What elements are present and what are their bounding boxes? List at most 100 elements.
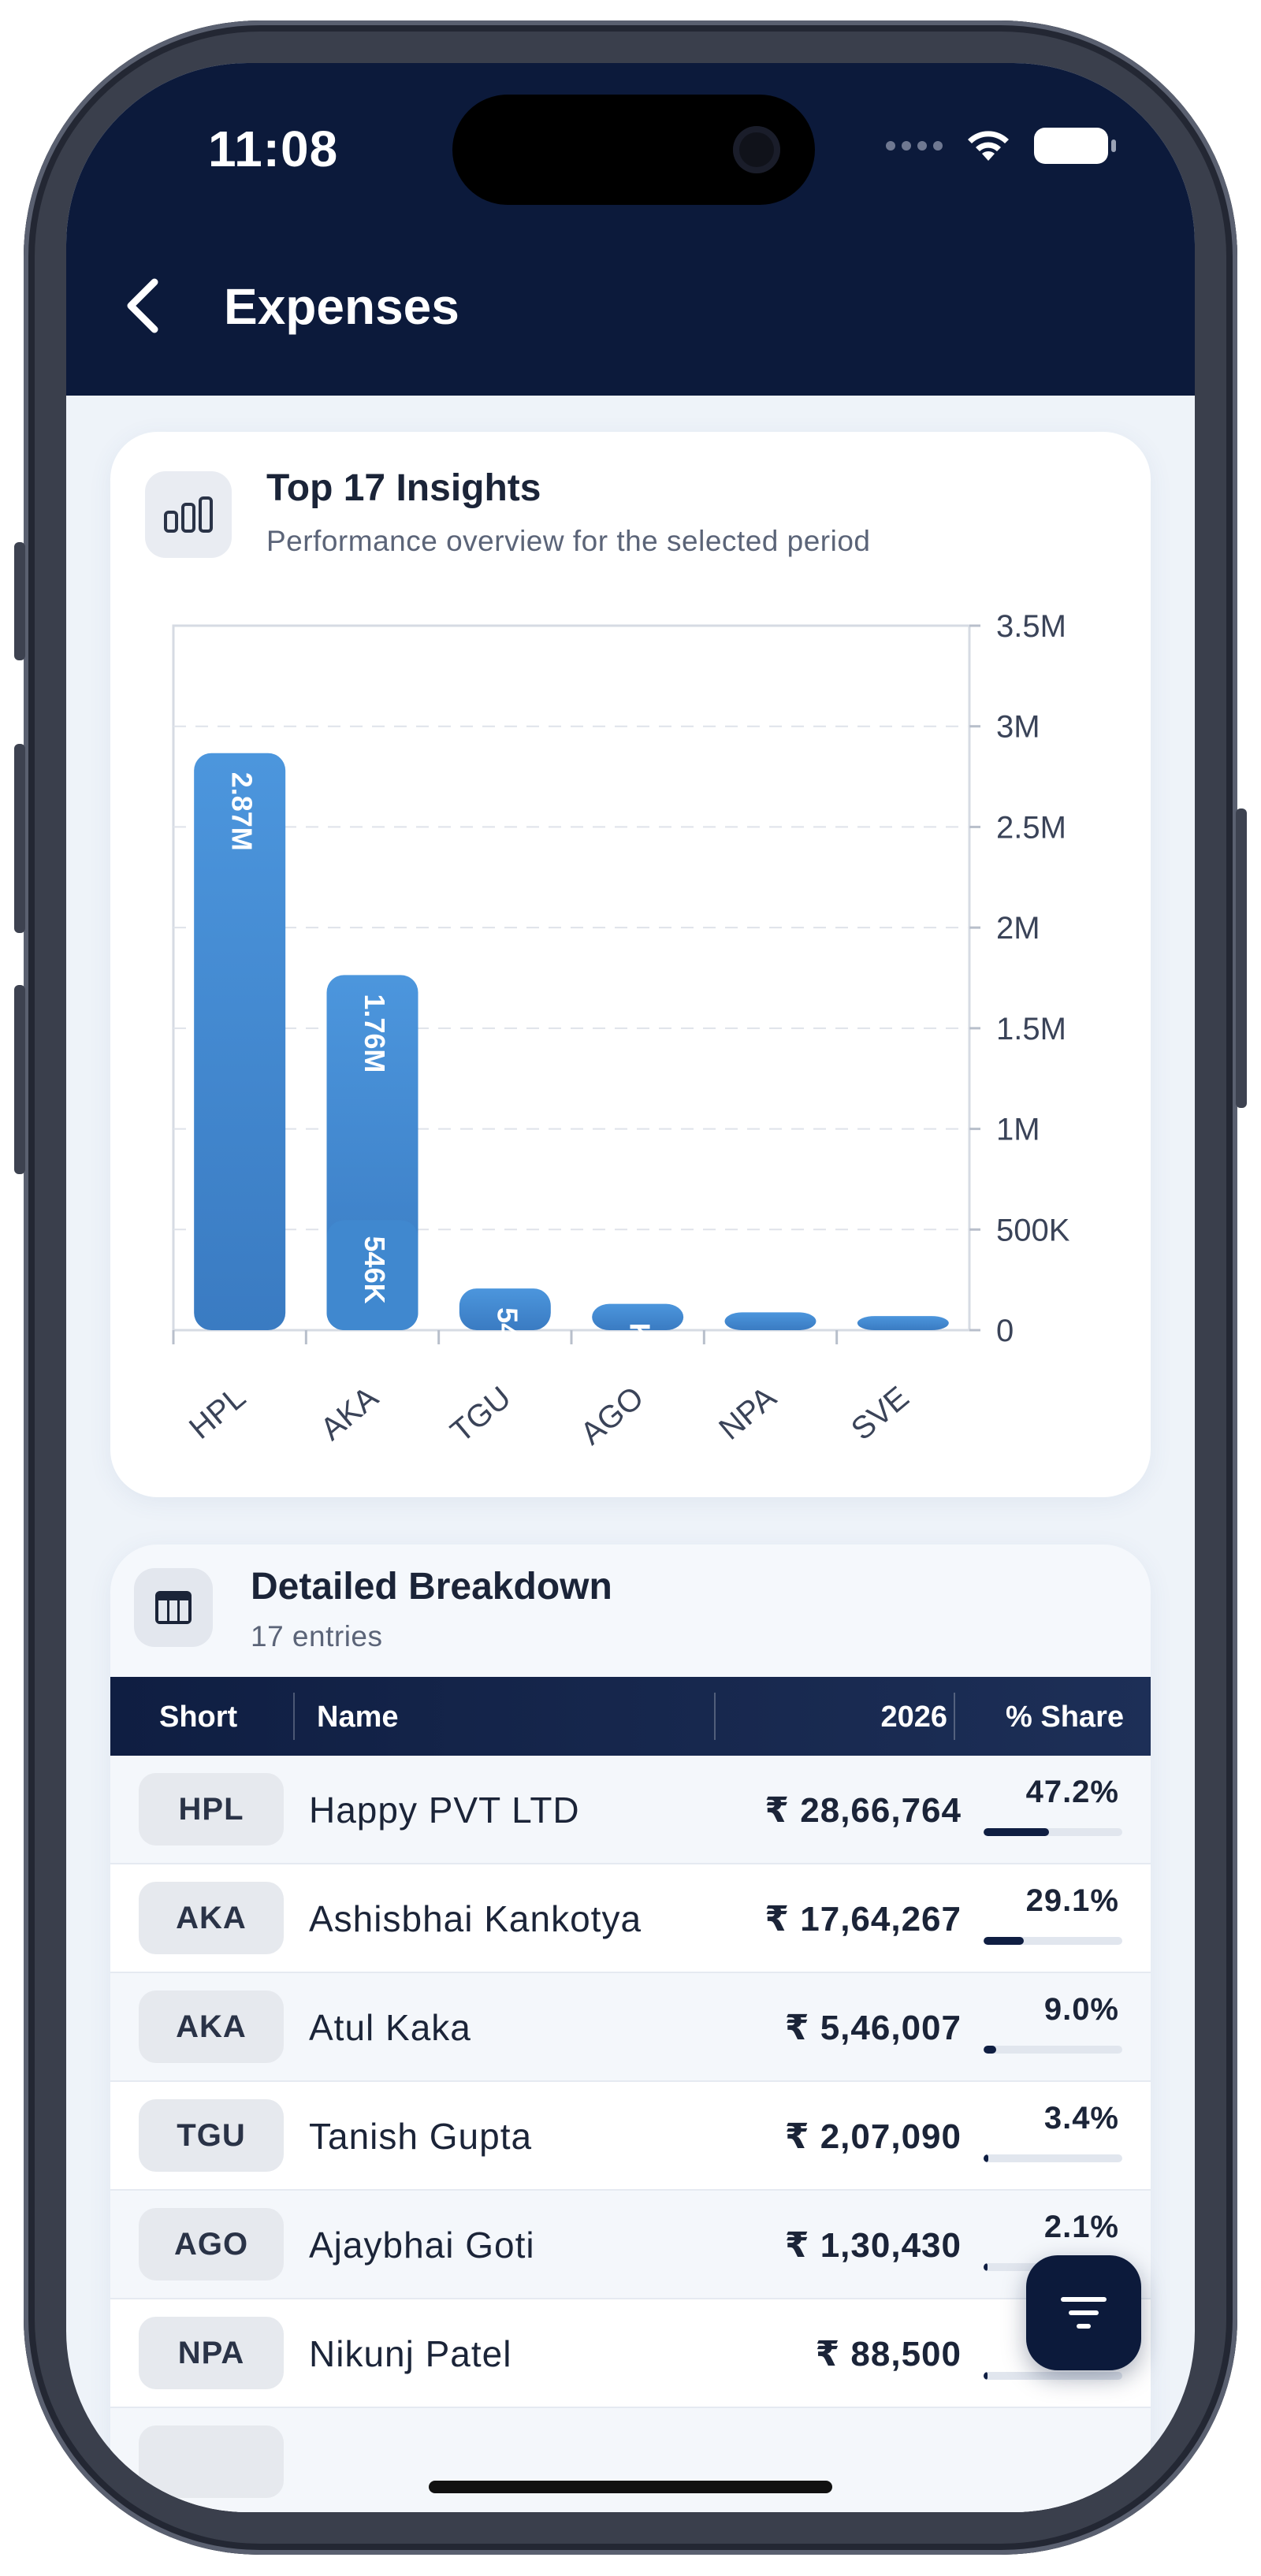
bar: [194, 753, 286, 1330]
x-tick-label: HPL: [183, 1380, 252, 1446]
cellular-signal-icon: [886, 141, 943, 151]
x-tick-label: AGO: [575, 1380, 650, 1452]
breakdown-subtitle: 17 entries: [251, 1620, 383, 1652]
row-amount: ₹ 2,07,090: [784, 2117, 962, 2156]
column-divider: [293, 1693, 295, 1740]
column-divider: [954, 1693, 955, 1740]
x-tick-label: SVE: [845, 1380, 916, 1447]
insights-card: Top 17 Insights Performance overview for…: [110, 432, 1151, 1497]
column-header-year[interactable]: 2026: [880, 1701, 947, 1734]
status-icons: [886, 128, 1116, 164]
short-code-badge: TGU: [139, 2099, 284, 2172]
dynamic-island: [452, 95, 815, 205]
short-code-badge: [139, 2425, 284, 2498]
row-amount: ₹ 88,500: [815, 2335, 962, 2373]
bar-data-label: K: [624, 1323, 657, 1344]
table-row[interactable]: HPL Happy PVT LTD ₹ 28,66,764 47.2%: [110, 1756, 1151, 1864]
home-indicator: [429, 2481, 832, 2493]
table-header: Short Name 2026 % Share: [110, 1677, 1151, 1756]
table-icon: [155, 1591, 192, 1624]
bar: [724, 1312, 816, 1330]
camera-icon: [733, 126, 780, 173]
plot-frame: [172, 624, 971, 1332]
share-progress-fill: [984, 2263, 988, 2271]
bar-segment: [326, 1220, 418, 1330]
x-tick-label: TGU: [445, 1380, 518, 1449]
y-tick-label: 3M: [996, 710, 1040, 745]
short-code-badge: HPL: [139, 1773, 284, 1846]
silent-switch: [14, 542, 25, 660]
y-tick-label: 500K: [996, 1213, 1070, 1247]
row-name: Atul Kaka: [309, 2007, 471, 2048]
table-row[interactable]: AKA Atul Kaka ₹ 5,46,007 9.0%: [110, 1973, 1151, 2082]
short-code-badge: AKA: [139, 1991, 284, 2063]
row-name: Tanish Gupta: [309, 2116, 533, 2157]
bar: [459, 1288, 551, 1330]
bar-chart: 0 500K 1M 1.5M 2M 2.5M 3M 3.5M HPL AKA TGU AGO NPA SV…: [172, 609, 1070, 1452]
table-row[interactable]: NPA Nikunj Patel ₹ 88,500: [110, 2299, 1151, 2408]
filter-icon: [1061, 2297, 1107, 2329]
share-progress-fill: [984, 2154, 988, 2162]
row-share: 2.1%: [1043, 2210, 1119, 2244]
volume-up-button: [14, 744, 25, 933]
chevron-left-icon[interactable]: [113, 274, 177, 337]
page-title: Expenses: [224, 278, 459, 335]
row-amount: ₹ 5,46,007: [784, 2009, 962, 2047]
insights-title: Top 17 Insights: [266, 467, 541, 509]
row-amount: ₹ 17,64,267: [764, 1900, 962, 1939]
breakdown-title: Detailed Breakdown: [251, 1566, 612, 1608]
row-name: Happy PVT LTD: [309, 1790, 580, 1831]
table-row[interactable]: AKA Ashisbhai Kankotya ₹ 17,64,267 29.1%: [110, 1864, 1151, 1973]
insights-subtitle: Performance overview for the selected pe…: [266, 525, 871, 557]
bar-data-label: 1.76M: [359, 994, 391, 1072]
column-header-share[interactable]: % Share: [1006, 1701, 1124, 1734]
app-header: 11:08 Expenses: [66, 63, 1195, 396]
filter-fab-button[interactable]: [1026, 2255, 1141, 2370]
phone-screen: 11:08 Expenses T: [66, 63, 1195, 2512]
status-time: 11:08: [208, 121, 339, 177]
y-tick-label: 1M: [996, 1113, 1040, 1147]
short-code-badge: NPA: [139, 2317, 284, 2389]
y-tick-label: 2M: [996, 911, 1040, 946]
share-progress-fill: [984, 1937, 1025, 1945]
y-tick-label: 1.5M: [996, 1012, 1066, 1046]
row-amount: ₹ 28,66,764: [764, 1791, 962, 1830]
insights-icon-box: [145, 471, 232, 558]
wifi-icon: [968, 131, 1009, 161]
table-row[interactable]: AGO Ajaybhai Goti ₹ 1,30,430 2.1%: [110, 2191, 1151, 2299]
y-tick-label: 0: [996, 1314, 1014, 1348]
share-progress-fill: [984, 1828, 1050, 1836]
breakdown-rows: HPL Happy PVT LTD ₹ 28,66,764 47.2% AKA …: [110, 1756, 1151, 2512]
bar-chart-icon: [164, 496, 213, 533]
bar-data-label: 2.87M: [226, 772, 259, 851]
bar-data-label: K: [757, 1331, 789, 1351]
row-name: Nikunj Patel: [309, 2333, 512, 2374]
x-tick-label: AKA: [314, 1380, 385, 1447]
row-name: Ashisbhai Kankotya: [309, 1898, 642, 1939]
table-row[interactable]: TGU Tanish Gupta ₹ 2,07,090 3.4%: [110, 2082, 1151, 2191]
row-share: 3.4%: [1043, 2101, 1119, 2136]
share-progress-bar: [984, 1828, 1122, 1836]
row-share: 47.2%: [1025, 1775, 1119, 1809]
row-share: 29.1%: [1025, 1883, 1119, 1918]
breakdown-icon-box: [134, 1568, 213, 1647]
y-tick-label: 3.5M: [996, 609, 1066, 644]
table-row-partial[interactable]: [110, 2408, 1151, 2512]
column-header-name[interactable]: Name: [317, 1701, 399, 1734]
y-tick-label: 2.5M: [996, 810, 1066, 845]
row-amount: ₹ 1,30,430: [784, 2226, 962, 2265]
short-code-badge: AGO: [139, 2208, 284, 2280]
row-share: 9.0%: [1043, 1992, 1119, 2027]
column-divider: [714, 1693, 716, 1740]
share-progress-bar: [984, 2046, 1122, 2054]
row-name: Ajaybhai Goti: [309, 2225, 535, 2266]
bar: [592, 1303, 684, 1330]
breakdown-card: Detailed Breakdown 17 entries Short Name…: [110, 1544, 1151, 2512]
bar-data-label: 546K: [491, 1307, 523, 1375]
bar: [857, 1316, 949, 1330]
column-header-short[interactable]: Short: [159, 1701, 238, 1734]
share-progress-bar: [984, 2372, 1122, 2380]
bar-data-label: 546K: [359, 1236, 391, 1304]
short-code-badge: AKA: [139, 1882, 284, 1954]
share-progress-fill: [984, 2046, 996, 2054]
